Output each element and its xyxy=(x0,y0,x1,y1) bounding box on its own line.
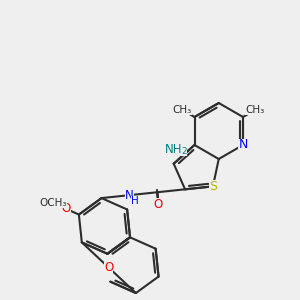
Text: O: O xyxy=(154,198,163,211)
Text: O: O xyxy=(61,202,71,215)
Text: O: O xyxy=(104,261,113,274)
Text: N: N xyxy=(125,189,134,202)
Text: S: S xyxy=(209,180,217,193)
Text: H: H xyxy=(130,196,138,206)
Text: OCH₃: OCH₃ xyxy=(40,198,67,208)
Text: NH: NH xyxy=(165,143,182,156)
Text: CH₃: CH₃ xyxy=(245,105,265,115)
Text: 2: 2 xyxy=(181,147,187,156)
Text: N: N xyxy=(238,139,248,152)
Text: CH₃: CH₃ xyxy=(173,105,192,115)
